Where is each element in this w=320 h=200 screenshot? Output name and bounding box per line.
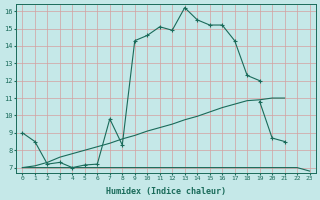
X-axis label: Humidex (Indice chaleur): Humidex (Indice chaleur): [106, 187, 226, 196]
